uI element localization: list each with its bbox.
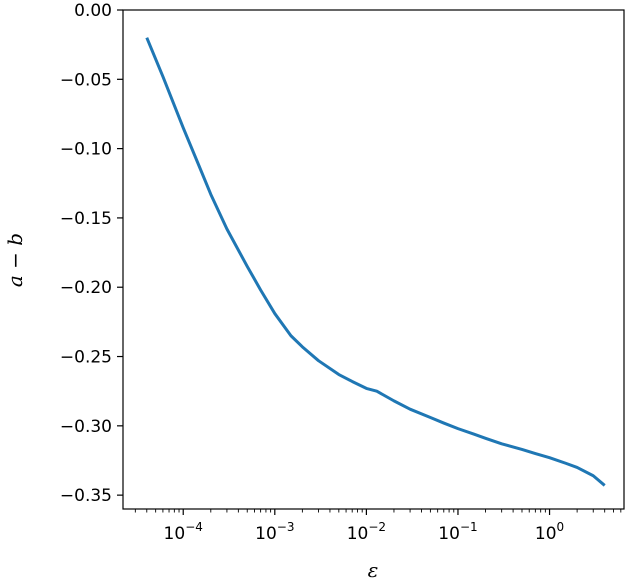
x-axis-label: ε <box>368 558 379 582</box>
plot-frame <box>122 9 625 510</box>
y-tick-label: −0.25 <box>60 348 112 368</box>
y-tick-label: −0.20 <box>60 278 112 298</box>
y-tick-label: −0.15 <box>60 209 112 229</box>
y-tick-label: −0.35 <box>60 486 112 506</box>
series-line-0 <box>145 37 606 487</box>
x-tick-label: 10−4 <box>164 520 203 544</box>
x-tick-label: 10−3 <box>255 520 294 544</box>
y-axis-label: a − b <box>3 233 27 287</box>
x-tick-label: 10−2 <box>347 520 386 544</box>
x-tick-label: 100 <box>535 520 564 544</box>
y-tick-label: −0.05 <box>60 70 112 90</box>
y-tick-label: −0.10 <box>60 140 112 160</box>
x-tick-label: 10−1 <box>438 520 477 544</box>
y-tick-label: −0.30 <box>60 417 112 437</box>
y-tick-label: 0.00 <box>74 1 112 21</box>
